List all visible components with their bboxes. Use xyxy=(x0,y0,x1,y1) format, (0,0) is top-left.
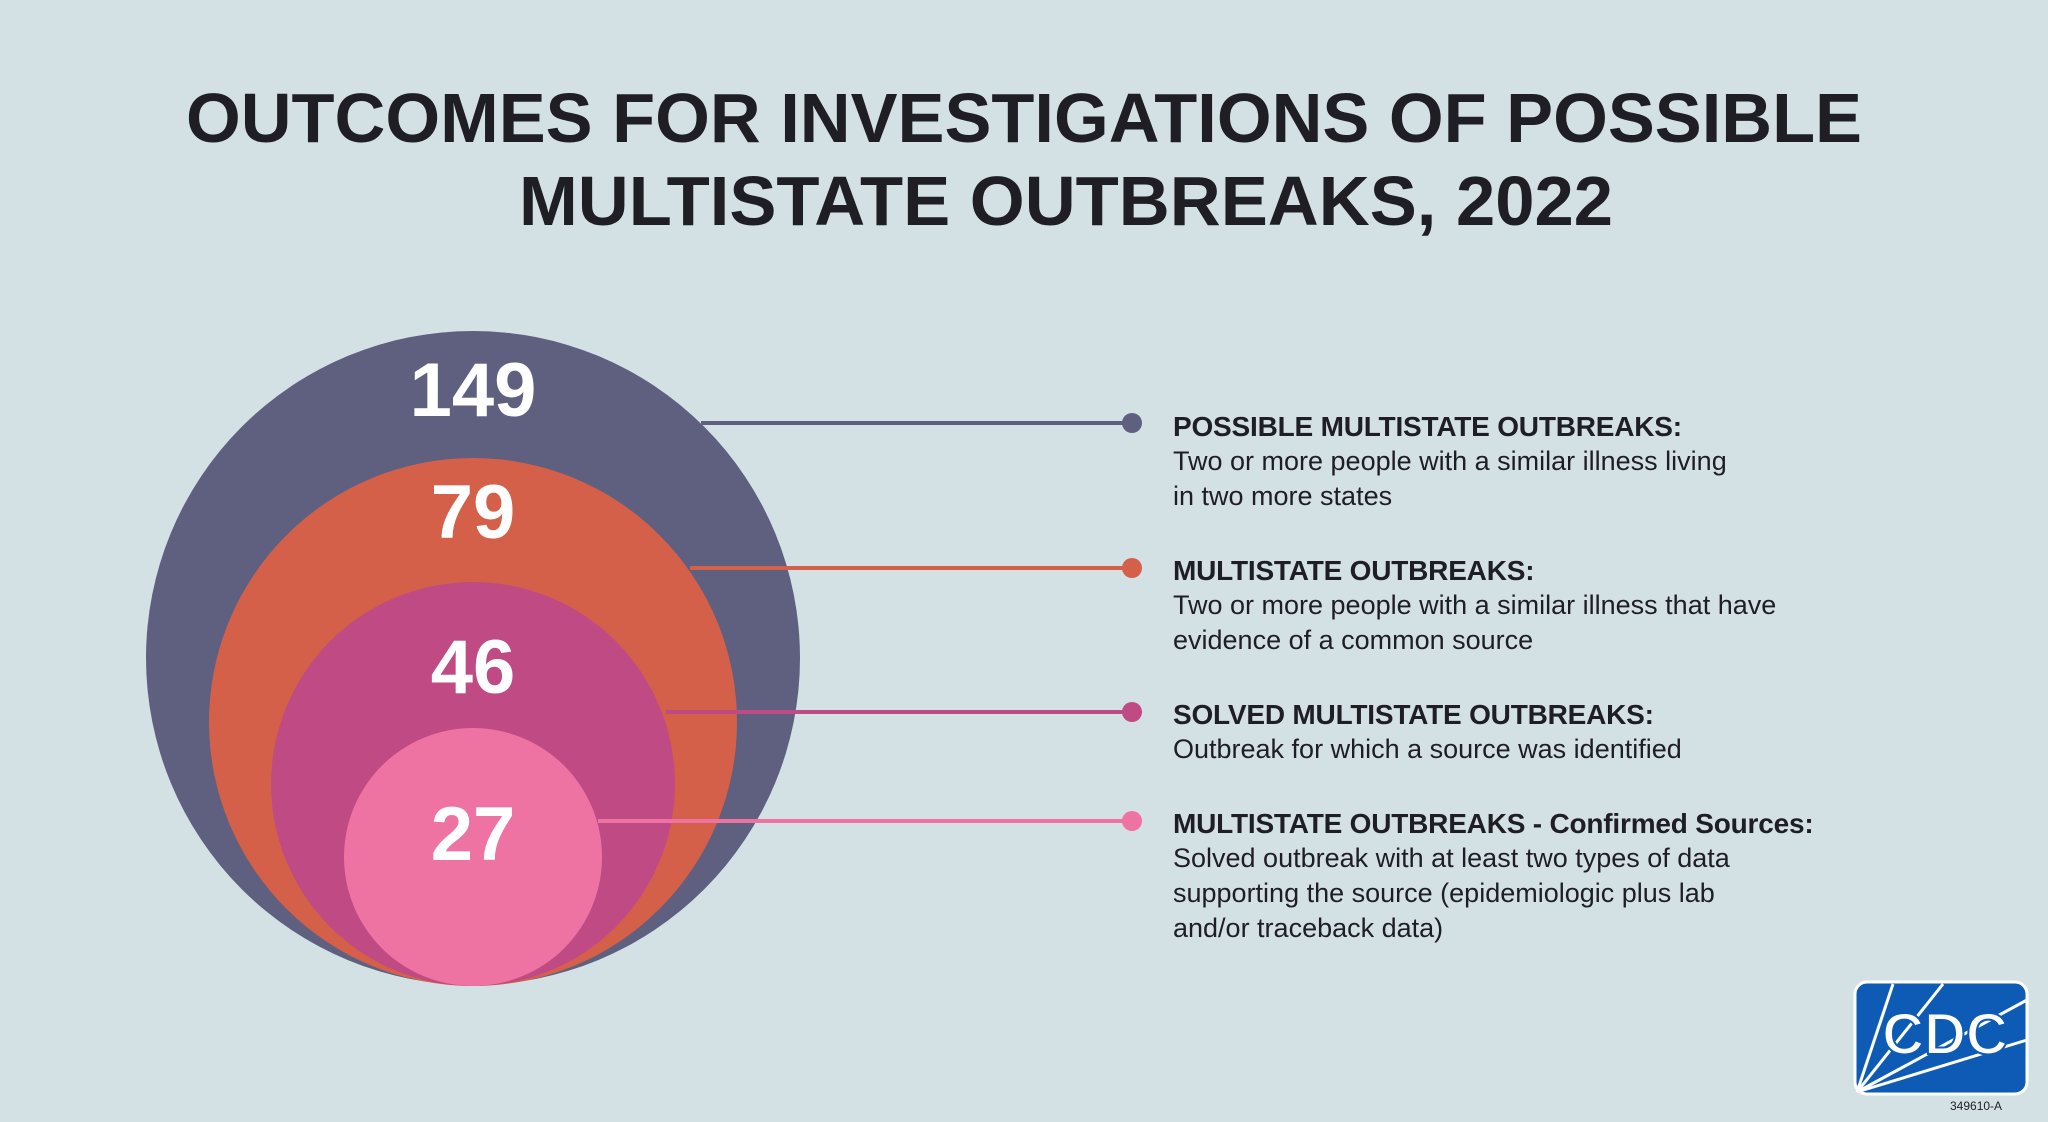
legend-description: Two or more people with a similar illnes… xyxy=(1173,590,1777,620)
legend-heading: SOLVED MULTISTATE OUTBREAKS: xyxy=(1173,699,1654,730)
legend-description: and/or traceback data) xyxy=(1173,913,1444,943)
page-title: OUTCOMES FOR INVESTIGATIONS OF POSSIBLE … xyxy=(186,79,1862,240)
leader-dot xyxy=(1122,811,1142,831)
legend-item: POSSIBLE MULTISTATE OUTBREAKS: Two or mor… xyxy=(1173,410,1973,514)
value-label: 149 xyxy=(410,348,537,433)
legend-item: MULTISTATE OUTBREAKS: Two or more people … xyxy=(1173,554,1973,658)
circle-3 xyxy=(344,728,602,986)
svg-text:CDC: CDC xyxy=(1882,1002,2008,1067)
value-label: 46 xyxy=(431,625,516,710)
legend-heading: MULTISTATE OUTBREAKS - Confirmed Sources… xyxy=(1173,808,1814,839)
legend-item: SOLVED MULTISTATE OUTBREAKS: Outbreak for… xyxy=(1173,698,1973,767)
leader-dot xyxy=(1122,702,1142,722)
legend-description: Outbreak for which a source was identifi… xyxy=(1173,734,1682,764)
value-label: 79 xyxy=(431,470,516,555)
document-code: 349610-A xyxy=(1950,1099,2003,1113)
legend-description: in two more states xyxy=(1173,481,1393,511)
leader-dot xyxy=(1122,413,1142,433)
legend-heading: MULTISTATE OUTBREAKS: xyxy=(1173,555,1535,586)
title-line-1: OUTCOMES FOR INVESTIGATIONS OF POSSIBLE xyxy=(186,79,1862,157)
legend-item: MULTISTATE OUTBREAKS - Confirmed Sources… xyxy=(1173,807,1973,946)
legend-description: Two or more people with a similar illnes… xyxy=(1173,446,1727,476)
title-line-2: MULTISTATE OUTBREAKS, 2022 xyxy=(519,162,1613,240)
cdc-logo: CDC xyxy=(1853,980,2029,1096)
legend-description: evidence of a common source xyxy=(1173,625,1534,655)
legend-description: Solved outbreak with at least two types … xyxy=(1173,843,1730,873)
value-label: 27 xyxy=(431,792,516,877)
leader-dot xyxy=(1122,558,1142,578)
legend-description: supporting the source (epidemiologic plu… xyxy=(1173,878,1715,908)
legend-heading: POSSIBLE MULTISTATE OUTBREAKS: xyxy=(1173,411,1682,442)
